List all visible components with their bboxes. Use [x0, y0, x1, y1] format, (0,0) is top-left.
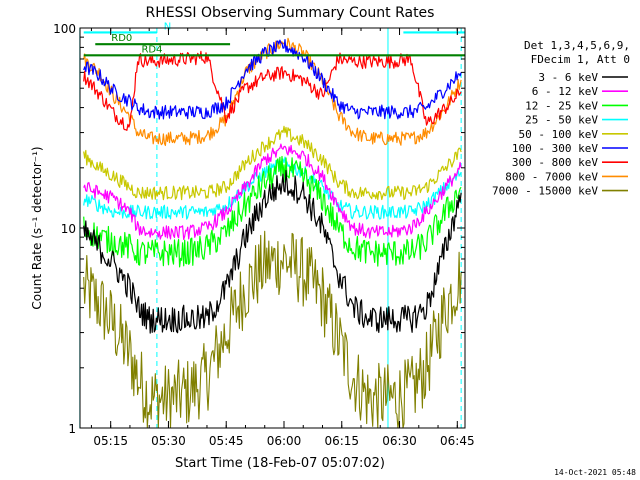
y-tick-label-1: 10 — [61, 222, 76, 236]
series-line-7 — [83, 37, 462, 147]
x-tick-label-1: 05:30 — [151, 434, 186, 448]
y-tick-label-0: 1 — [68, 422, 76, 436]
x-tick-label-6: 06:45 — [440, 434, 475, 448]
series-line-6 — [83, 50, 462, 131]
series-line-4 — [83, 125, 462, 201]
legend-label-1: 6 - 12 keV — [532, 85, 599, 98]
axes: 05:15 05:30 05:45 06:00 06:15 06:30 06:45 1 10 10… — [53, 22, 475, 448]
series-line-1 — [83, 143, 462, 240]
legend-header-line-1: Det 1,3,4,5,6,9, — [524, 39, 630, 52]
legend-label-7: 800 - 7000 keV — [505, 170, 598, 183]
annotation-label-2: N — [164, 21, 171, 32]
series-line-2 — [83, 155, 462, 268]
x-tick-label-3: 06:00 — [267, 434, 302, 448]
legend-label-6: 300 - 800 keV — [512, 156, 598, 169]
annotation-label-0: RD0 — [111, 33, 132, 44]
series-line-5 — [83, 38, 462, 120]
legend-label-3: 25 - 50 keV — [525, 114, 598, 127]
y-axis-label: Count Rate (s⁻¹ detector⁻¹) — [30, 146, 44, 309]
legend-label-4: 50 - 100 keV — [519, 128, 599, 141]
series-line-3 — [83, 156, 462, 220]
plot-area: RD0 RD4 N — [79, 21, 465, 429]
legend-label-5: 100 - 300 keV — [512, 142, 598, 155]
x-tick-label-0: 05:15 — [93, 434, 128, 448]
annotation-label-1: RD4 — [141, 44, 162, 55]
y-tick-label-2: 100 — [53, 22, 76, 36]
footer-timestamp: 14-Oct-2021 05:48 — [554, 468, 636, 477]
x-tick-label-4: 06:15 — [324, 434, 359, 448]
chart-title: RHESSI Observing Summary Count Rates — [146, 5, 435, 21]
legend-label-8: 7000 - 15000 keV — [492, 185, 598, 198]
x-axis-label: Start Time (18-Feb-07 05:07:02) — [175, 456, 385, 471]
series-line-0 — [83, 169, 462, 334]
x-tick-label-5: 06:30 — [382, 434, 417, 448]
x-tick-label-2: 05:45 — [209, 434, 244, 448]
legend: Det 1,3,4,5,6,9, FDecim 1, Att 0 3 - 6 k… — [492, 39, 630, 198]
legend-label-2: 12 - 25 keV — [525, 99, 598, 112]
legend-header-line-2: FDecim 1, Att 0 — [531, 53, 630, 66]
legend-label-0: 3 - 6 keV — [538, 71, 598, 84]
